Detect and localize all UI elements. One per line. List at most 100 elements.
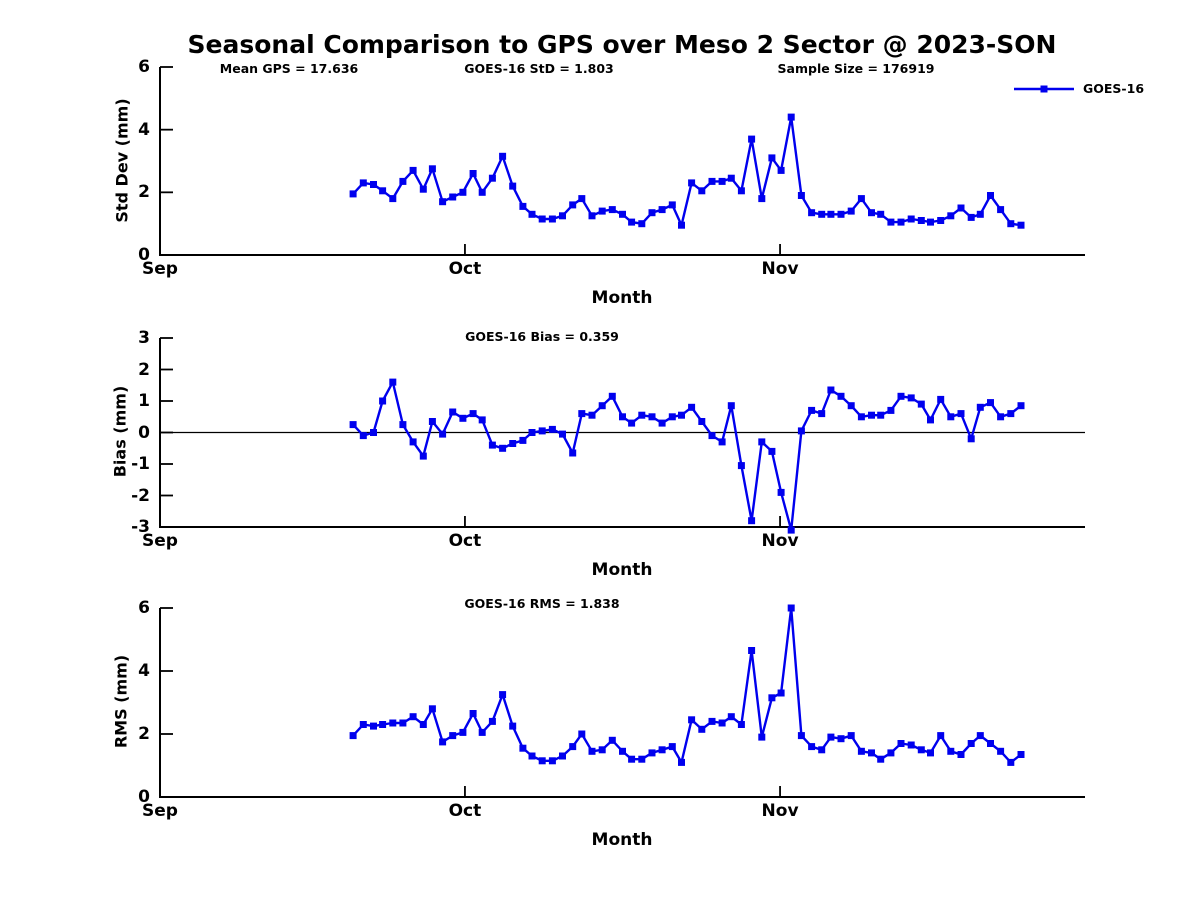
- data-point-marker: [569, 201, 577, 209]
- data-point-marker: [619, 413, 626, 421]
- data-point-marker: [768, 447, 776, 455]
- data-point-marker: [708, 717, 716, 725]
- data-point-marker: [389, 719, 397, 727]
- data-point-marker: [967, 740, 975, 747]
- data-point-marker: [359, 179, 367, 187]
- data-point-marker: [997, 747, 1005, 755]
- data-point-marker: [459, 414, 467, 422]
- data-point-marker: [648, 413, 656, 421]
- x-tick-label-sep: Sep: [142, 259, 178, 279]
- data-point-marker: [399, 719, 407, 727]
- data-point-marker: [758, 195, 766, 203]
- data-point-marker: [548, 215, 556, 223]
- data-point-marker: [488, 717, 496, 725]
- data-point-marker: [569, 449, 577, 457]
- legend-square-marker-icon: [1040, 85, 1048, 93]
- data-point-marker: [737, 462, 745, 470]
- data-point-marker: [777, 166, 785, 174]
- data-point-marker: [379, 721, 387, 728]
- data-point-marker: [488, 441, 496, 449]
- data-point-marker: [927, 416, 934, 424]
- x-tick-label-nov: Nov: [761, 801, 799, 821]
- data-point-marker: [478, 728, 486, 736]
- y-tick-label: 0: [138, 245, 150, 265]
- y-tick-label: -1: [131, 454, 150, 474]
- data-point-marker: [578, 195, 586, 203]
- data-point-marker: [419, 185, 427, 193]
- data-point-marker: [787, 604, 795, 612]
- data-point-marker: [887, 218, 895, 226]
- data-point-marker: [818, 410, 826, 418]
- data-point-marker: [499, 444, 507, 452]
- data-point-marker: [668, 413, 676, 421]
- data-point-marker: [428, 705, 436, 713]
- data-point-marker: [349, 732, 357, 740]
- data-point-marker: [499, 691, 507, 699]
- data-point-marker: [688, 179, 696, 187]
- data-point-marker: [548, 425, 556, 433]
- data-point-marker: [847, 402, 855, 410]
- data-point-marker: [718, 177, 726, 185]
- data-point-marker: [538, 427, 546, 435]
- data-point-marker: [469, 410, 477, 418]
- data-point-marker: [359, 432, 367, 440]
- data-point-marker: [887, 749, 895, 757]
- data-point-marker: [559, 430, 566, 438]
- data-point-marker: [917, 400, 925, 408]
- data-point-marker: [598, 402, 606, 410]
- data-point-marker: [469, 170, 477, 177]
- legend-label-goes16: GOES-16: [1083, 81, 1145, 96]
- data-point-marker: [857, 747, 865, 755]
- data-point-marker: [857, 195, 865, 203]
- data-point-marker: [598, 746, 606, 754]
- annotation-goes16-std: GOES-16 StD = 1.803: [464, 61, 614, 76]
- data-point-marker: [967, 435, 975, 443]
- data-point-marker: [907, 394, 915, 402]
- data-point-marker: [758, 733, 766, 741]
- legend-line-marker-icon: [1014, 85, 1074, 93]
- data-point-marker: [528, 752, 536, 760]
- data-point-marker: [439, 198, 447, 206]
- data-point-marker: [678, 758, 685, 766]
- data-point-marker: [818, 746, 826, 754]
- x-tick-label-oct: Oct: [448, 259, 482, 279]
- data-point-marker: [827, 733, 835, 741]
- y-axis-label-std-dev: Std Dev (mm): [112, 98, 132, 223]
- data-point-marker: [808, 209, 816, 217]
- data-point-marker: [349, 421, 357, 429]
- annotation-mean-gps: Mean GPS = 17.636: [219, 61, 359, 76]
- data-point-marker: [428, 418, 436, 425]
- data-point-marker: [847, 732, 855, 740]
- x-tick-label-nov: Nov: [761, 259, 799, 279]
- data-point-marker: [569, 743, 577, 751]
- data-point-marker: [897, 218, 905, 226]
- x-axis-label-month-middle: Month: [591, 560, 653, 580]
- data-point-marker: [708, 432, 716, 440]
- data-point-marker: [559, 752, 566, 760]
- y-tick-label: 1: [138, 391, 150, 411]
- data-point-marker: [638, 755, 646, 763]
- data-point-marker: [459, 188, 467, 196]
- data-point-marker: [837, 392, 845, 400]
- data-point-marker: [638, 411, 646, 419]
- data-point-marker: [478, 188, 486, 196]
- data-point-marker: [768, 154, 776, 162]
- data-point-marker: [837, 735, 845, 743]
- data-point-marker: [588, 747, 596, 755]
- x-tick-label-oct: Oct: [448, 801, 482, 821]
- annotation-goes16-rms: GOES-16 RMS = 1.838: [464, 596, 620, 611]
- data-point-marker: [349, 190, 357, 198]
- data-point-marker: [698, 725, 706, 733]
- data-point-marker: [619, 747, 626, 755]
- data-point-marker: [509, 440, 517, 447]
- data-point-marker: [370, 429, 377, 436]
- data-point-marker: [957, 204, 965, 212]
- figure-title: Seasonal Comparison to GPS over Meso 2 S…: [187, 30, 1057, 59]
- data-point-marker: [737, 187, 745, 195]
- data-point-marker: [439, 738, 447, 746]
- y-tick-label: 2: [138, 182, 150, 203]
- data-point-marker: [379, 397, 387, 405]
- data-point-marker: [868, 411, 875, 419]
- data-point-marker: [428, 165, 436, 173]
